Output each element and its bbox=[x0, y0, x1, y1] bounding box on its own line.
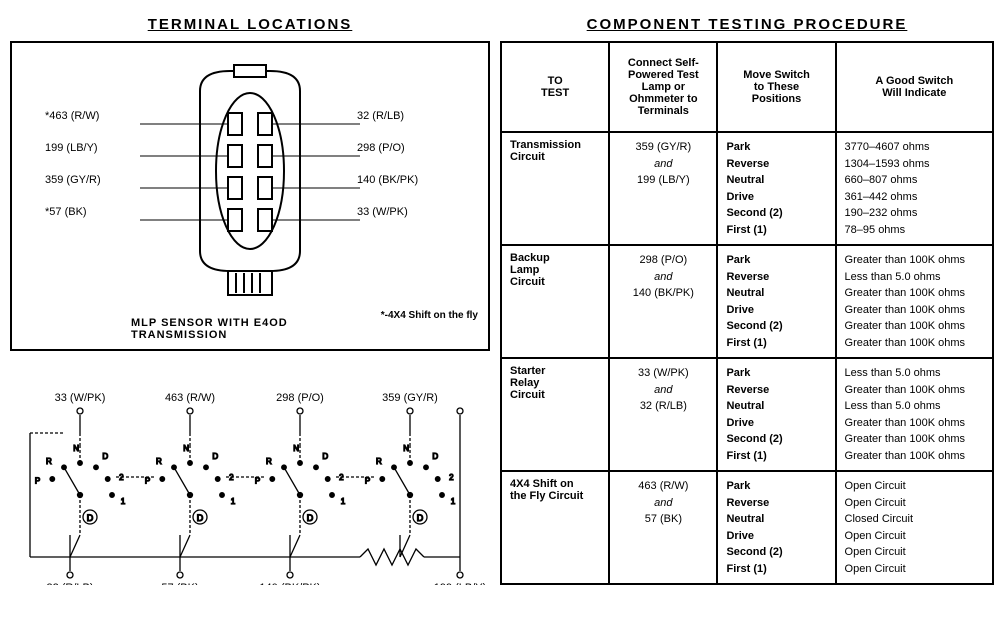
connector-footnote: *-4X4 Shift on the fly bbox=[381, 310, 478, 321]
pin-label-32: 32 (R/LB) bbox=[357, 110, 404, 122]
left-column: TERMINAL LOCATIONS bbox=[10, 10, 490, 585]
pin-label-140: 140 (BK/PK) bbox=[357, 174, 418, 186]
schematic-bottom-label: 57 (BK) bbox=[161, 582, 198, 585]
svg-text:1: 1 bbox=[451, 497, 456, 506]
table-row: TransmissionCircuit359 (GY/R)and199 (LB/… bbox=[501, 132, 993, 245]
svg-text:P: P bbox=[145, 477, 150, 486]
svg-text:D: D bbox=[417, 513, 424, 523]
svg-text:N: N bbox=[73, 444, 79, 453]
circuit-name: StarterRelayCircuit bbox=[501, 358, 609, 471]
pin-label-298: 298 (P/O) bbox=[357, 142, 405, 154]
page-root: TERMINAL LOCATIONS bbox=[10, 10, 994, 585]
svg-text:N: N bbox=[403, 444, 409, 453]
svg-text:D: D bbox=[322, 452, 328, 461]
svg-text:N: N bbox=[293, 444, 299, 453]
svg-text:P: P bbox=[35, 477, 40, 486]
svg-text:R: R bbox=[266, 457, 272, 466]
svg-text:D: D bbox=[87, 513, 94, 523]
table-row: StarterRelayCircuit33 (W/PK)and32 (R/LB)… bbox=[501, 358, 993, 471]
switch-positions: ParkReverseNeutralDriveSecond (2)First (… bbox=[717, 358, 835, 471]
schematic-top-label: 463 (R/W) bbox=[165, 392, 215, 404]
connect-terminals: 463 (R/W)and57 (BK) bbox=[609, 471, 717, 584]
svg-text:P: P bbox=[255, 477, 260, 486]
pin-label-33: 33 (W/PK) bbox=[357, 206, 408, 218]
svg-text:2: 2 bbox=[449, 473, 454, 482]
pin-label-463: *463 (R/W) bbox=[45, 110, 99, 122]
svg-text:R: R bbox=[46, 457, 52, 466]
svg-text:D: D bbox=[212, 452, 218, 461]
switch-positions: ParkReverseNeutralDriveSecond (2)First (… bbox=[717, 471, 835, 584]
svg-text:D: D bbox=[432, 452, 438, 461]
good-switch-indicate: Open CircuitOpen CircuitClosed CircuitOp… bbox=[836, 471, 993, 584]
schematic-top-label: 298 (P/O) bbox=[276, 392, 324, 404]
table-header-row: TOTESTConnect Self-Powered TestLamp orOh… bbox=[501, 42, 993, 132]
circuit-name: TransmissionCircuit bbox=[501, 132, 609, 245]
table-header-positions: Move Switchto ThesePositions bbox=[717, 42, 835, 132]
schematic-top-label: 33 (W/PK) bbox=[55, 392, 106, 404]
connector-caption: MLP SENSOR WITH E4OD TRANSMISSION bbox=[131, 317, 369, 341]
right-column: COMPONENT TESTING PROCEDURE TOTESTConnec… bbox=[500, 10, 994, 585]
circuit-name: BackupLampCircuit bbox=[501, 245, 609, 358]
svg-text:P: P bbox=[365, 477, 370, 486]
table-header-to_test: TOTEST bbox=[501, 42, 609, 132]
svg-text:D: D bbox=[307, 513, 314, 523]
switch-positions: ParkReverseNeutralDriveSecond (2)First (… bbox=[717, 245, 835, 358]
connect-terminals: 33 (W/PK)and32 (R/LB) bbox=[609, 358, 717, 471]
schematic-diagram: DPRND21DPRND21DPRND21DPRND21 33 (W/PK)46… bbox=[10, 385, 490, 585]
circuit-name: 4X4 Shift onthe Fly Circuit bbox=[501, 471, 609, 584]
schematic-svg: DPRND21DPRND21DPRND21DPRND21 33 (W/PK)46… bbox=[10, 385, 490, 585]
pin-label-57: *57 (BK) bbox=[45, 206, 87, 218]
svg-text:R: R bbox=[156, 457, 162, 466]
switch-positions: ParkReverseNeutralDriveSecond (2)First (… bbox=[717, 132, 835, 245]
good-switch-indicate: Greater than 100K ohmsLess than 5.0 ohms… bbox=[836, 245, 993, 358]
table-row: BackupLampCircuit298 (P/O)and140 (BK/PK)… bbox=[501, 245, 993, 358]
svg-text:1: 1 bbox=[231, 497, 236, 506]
testing-procedure-title: COMPONENT TESTING PROCEDURE bbox=[500, 16, 994, 33]
terminal-locations-title: TERMINAL LOCATIONS bbox=[10, 16, 490, 33]
good-switch-indicate: 3770–4607 ohms1304–1593 ohms660–807 ohms… bbox=[836, 132, 993, 245]
connector-diagram: *463 (R/W) 199 (LB/Y) 359 (GY/R) *57 (BK… bbox=[10, 41, 490, 351]
schematic-bottom-label: 140 (BK/PK) bbox=[259, 582, 320, 585]
connect-terminals: 298 (P/O)and140 (BK/PK) bbox=[609, 245, 717, 358]
testing-table: TOTESTConnect Self-Powered TestLamp orOh… bbox=[500, 41, 994, 585]
table-header-connect: Connect Self-Powered TestLamp orOhmmeter… bbox=[609, 42, 717, 132]
schematic-bottom-label: 32 (R/LB) bbox=[46, 582, 93, 585]
svg-text:N: N bbox=[183, 444, 189, 453]
schematic-bottom-label: 199 (LB/Y) bbox=[434, 582, 487, 585]
good-switch-indicate: Less than 5.0 ohmsGreater than 100K ohms… bbox=[836, 358, 993, 471]
table-header-indicate: A Good SwitchWill Indicate bbox=[836, 42, 993, 132]
table-row: 4X4 Shift onthe Fly Circuit463 (R/W)and5… bbox=[501, 471, 993, 584]
svg-text:D: D bbox=[197, 513, 204, 523]
pin-label-359: 359 (GY/R) bbox=[45, 174, 101, 186]
svg-text:1: 1 bbox=[121, 497, 126, 506]
schematic-top-label: 359 (GY/R) bbox=[382, 392, 438, 404]
svg-text:D: D bbox=[102, 452, 108, 461]
svg-text:R: R bbox=[376, 457, 382, 466]
connect-terminals: 359 (GY/R)and199 (LB/Y) bbox=[609, 132, 717, 245]
svg-text:1: 1 bbox=[341, 497, 346, 506]
pin-label-199: 199 (LB/Y) bbox=[45, 142, 98, 154]
